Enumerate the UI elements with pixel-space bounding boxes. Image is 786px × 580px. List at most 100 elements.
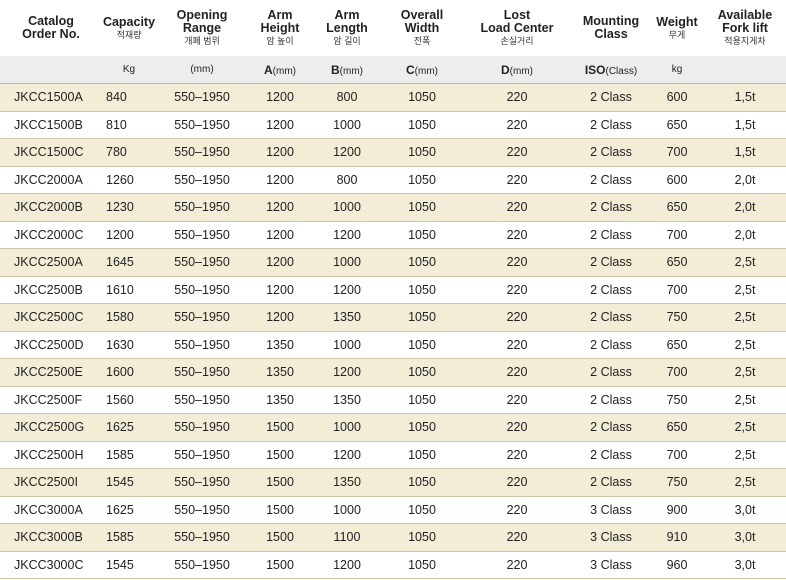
- table-cell: 1050: [382, 551, 462, 579]
- table-cell: 2 Class: [572, 276, 650, 304]
- unit-label: (mm): [339, 65, 363, 77]
- table-cell: JKCC2000B: [0, 193, 102, 222]
- header-row: Catalog Order No. Capacity 적재량 Opening Range 개…: [0, 0, 786, 56]
- column-header: Catalog Order No.: [0, 0, 102, 56]
- table-cell: 220: [462, 248, 572, 277]
- unit-cell: Kg: [102, 56, 156, 84]
- table-cell: 2,5t: [704, 441, 786, 469]
- table-row: JKCC2500E 1600 550–1950 1350 1200 1050 220 2 Cl…: [0, 358, 786, 387]
- table-cell: 2 Class: [572, 303, 650, 332]
- table-cell: 1,5t: [704, 83, 786, 112]
- column-header-title: Mounting: [582, 14, 640, 28]
- table-cell: 2 Class: [572, 413, 650, 442]
- column-header-title: Height: [260, 21, 300, 35]
- table-cell: 3,0t: [704, 523, 786, 552]
- table-cell: 900: [650, 496, 704, 524]
- table-cell: 1000: [312, 496, 382, 524]
- unit-letter: D: [501, 62, 510, 77]
- table-cell: 220: [462, 83, 572, 112]
- table-cell: 1050: [382, 276, 462, 304]
- table-row: JKCC3000C 1545 550–1950 1500 1200 1050 220 3 Cl…: [0, 551, 786, 579]
- table-cell: 550–1950: [156, 138, 248, 167]
- table-cell: 220: [462, 193, 572, 222]
- table-cell: 700: [650, 358, 704, 387]
- table-cell: 810: [102, 111, 156, 139]
- table-cell: 1350: [248, 358, 312, 387]
- unit-label: (mm): [509, 65, 533, 77]
- table-cell: 2 Class: [572, 138, 650, 167]
- table-cell: 1200: [312, 138, 382, 167]
- column-header-title: Lost: [503, 8, 531, 22]
- table-cell: 1580: [102, 303, 156, 332]
- table-cell: 550–1950: [156, 441, 248, 469]
- table-cell: 2,5t: [704, 468, 786, 497]
- table-row: JKCC2000B 1230 550–1950 1200 1000 1050 220 2 Cl…: [0, 193, 786, 222]
- column-header: Available Fork lift 적용지게차: [704, 0, 786, 56]
- column-header: Weight 무게: [650, 0, 704, 56]
- table-cell: 2 Class: [572, 386, 650, 414]
- table-cell: 1500: [248, 551, 312, 579]
- column-header: Capacity 적재량: [102, 0, 156, 56]
- table-cell: 2 Class: [572, 83, 650, 112]
- table-cell: 1585: [102, 441, 156, 469]
- table-cell: 1200: [248, 111, 312, 139]
- table-cell: 650: [650, 413, 704, 442]
- column-header-title: Range: [182, 21, 222, 35]
- table-cell: 1050: [382, 193, 462, 222]
- table-cell: JKCC2500A: [0, 248, 102, 277]
- table-cell: 1500: [248, 441, 312, 469]
- table-cell: 550–1950: [156, 221, 248, 249]
- table-cell: 2,5t: [704, 303, 786, 332]
- table-row: JKCC2500G 1625 550–1950 1500 1000 1050 220 2 Cl…: [0, 413, 786, 442]
- table-cell: JKCC2500E: [0, 358, 102, 387]
- column-header-title: Fork lift: [722, 21, 768, 35]
- table-cell: 1050: [382, 413, 462, 442]
- table-cell: 2 Class: [572, 221, 650, 249]
- table-cell: 1000: [312, 193, 382, 222]
- table-cell: 1260: [102, 166, 156, 194]
- table-cell: 1050: [382, 496, 462, 524]
- table-cell: 960: [650, 551, 704, 579]
- table-cell: 750: [650, 303, 704, 332]
- table-cell: 1350: [312, 468, 382, 497]
- table-cell: 1350: [248, 386, 312, 414]
- table-cell: 1560: [102, 386, 156, 414]
- table-cell: 600: [650, 166, 704, 194]
- unit-label: kg: [671, 64, 683, 75]
- table-cell: 550–1950: [156, 413, 248, 442]
- table-cell: 1200: [248, 166, 312, 194]
- table-cell: 600: [650, 83, 704, 112]
- unit-cell: (mm): [156, 56, 248, 84]
- unit-cell: ISO(Class): [572, 56, 650, 84]
- table-cell: 550–1950: [156, 496, 248, 524]
- table-cell: 1200: [248, 138, 312, 167]
- table-row: JKCC3000A 1625 550–1950 1500 1000 1050 220 3 Cl…: [0, 496, 786, 524]
- table-cell: 1200: [248, 221, 312, 249]
- unit-cell: A(mm): [248, 56, 312, 84]
- units-row: Kg (mm) A(mm) B(mm) C(mm) D(mm) ISO(Class) kg: [0, 56, 786, 84]
- table-cell: 550–1950: [156, 331, 248, 359]
- table-cell: 1050: [382, 331, 462, 359]
- column-header-korean: 적용지게차: [724, 36, 766, 46]
- table-cell: 1200: [248, 303, 312, 332]
- table-cell: 550–1950: [156, 468, 248, 497]
- table-cell: JKCC3000C: [0, 551, 102, 579]
- table-cell: 780: [102, 138, 156, 167]
- table-cell: 550–1950: [156, 83, 248, 112]
- table-cell: 1500: [248, 496, 312, 524]
- table-cell: 550–1950: [156, 551, 248, 579]
- table-cell: 800: [312, 166, 382, 194]
- table-row: JKCC3000B 1585 550–1950 1500 1100 1050 220 3 Cl…: [0, 523, 786, 552]
- table-cell: JKCC2500H: [0, 441, 102, 469]
- unit-letter: B: [331, 62, 340, 77]
- table-cell: JKCC2500I: [0, 468, 102, 497]
- table-cell: 1625: [102, 496, 156, 524]
- unit-cell: kg: [650, 56, 704, 84]
- table-cell: 2 Class: [572, 468, 650, 497]
- table-cell: JKCC1500A: [0, 83, 102, 112]
- column-header-title: Overall: [400, 8, 444, 22]
- table-row: JKCC1500C 780 550–1950 1200 1200 1050 220 2 Cla…: [0, 138, 786, 167]
- table-cell: 1610: [102, 276, 156, 304]
- unit-cell: [0, 56, 102, 84]
- table-cell: 2,0t: [704, 193, 786, 222]
